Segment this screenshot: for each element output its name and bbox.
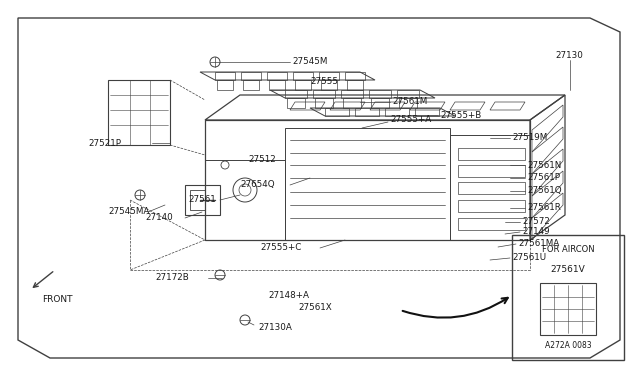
Text: 27555+C: 27555+C bbox=[260, 244, 301, 253]
Text: A272A 0083: A272A 0083 bbox=[545, 340, 591, 350]
Text: 27561MA: 27561MA bbox=[518, 240, 559, 248]
Text: FOR AIRCON: FOR AIRCON bbox=[541, 246, 595, 254]
Text: 27512: 27512 bbox=[248, 155, 276, 164]
Bar bbox=[540, 283, 596, 335]
Text: 27555+A: 27555+A bbox=[390, 115, 431, 125]
Text: 27555: 27555 bbox=[310, 77, 338, 87]
Bar bbox=[185, 185, 220, 215]
Text: 27572: 27572 bbox=[522, 218, 550, 227]
Text: 27561: 27561 bbox=[188, 196, 216, 205]
Text: 27148+A: 27148+A bbox=[268, 291, 309, 299]
Bar bbox=[512, 235, 624, 360]
Text: 27140: 27140 bbox=[145, 214, 173, 222]
Text: 27545M: 27545M bbox=[292, 58, 328, 67]
Text: 27545MA: 27545MA bbox=[108, 208, 149, 217]
Text: 27561R: 27561R bbox=[527, 203, 561, 212]
Text: 27130A: 27130A bbox=[258, 324, 292, 333]
Text: 27172B: 27172B bbox=[155, 273, 189, 282]
Bar bbox=[190, 190, 205, 210]
Text: 27561V: 27561V bbox=[550, 266, 586, 275]
Text: 27561Q: 27561Q bbox=[527, 186, 562, 196]
Text: 27561P: 27561P bbox=[527, 173, 560, 183]
Text: 27654Q: 27654Q bbox=[240, 180, 275, 189]
Text: 27521P: 27521P bbox=[88, 138, 121, 148]
Text: 27149: 27149 bbox=[522, 228, 550, 237]
Text: 27561N: 27561N bbox=[527, 160, 561, 170]
Text: 27561X: 27561X bbox=[298, 304, 332, 312]
Text: FRONT: FRONT bbox=[42, 295, 72, 305]
Text: 27555+B: 27555+B bbox=[440, 110, 481, 119]
Text: 27130: 27130 bbox=[555, 51, 583, 60]
Text: 27519M: 27519M bbox=[512, 134, 547, 142]
Text: 27561U: 27561U bbox=[512, 253, 546, 263]
Text: 27561M: 27561M bbox=[392, 97, 428, 106]
